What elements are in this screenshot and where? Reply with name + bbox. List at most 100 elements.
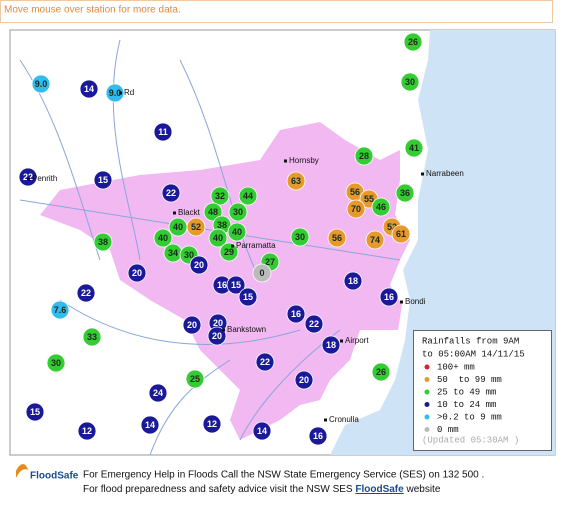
legend-label: 10 to 24 mm [437, 400, 496, 410]
station-dot [202, 414, 222, 434]
station: 11 [153, 122, 173, 142]
station-label: 9.0 [35, 79, 48, 89]
station-label: 20 [213, 318, 223, 328]
station: 22 [161, 183, 181, 203]
station-dot [153, 228, 173, 248]
station-label: 20 [194, 260, 204, 270]
station-label: 26 [408, 37, 418, 47]
legend-items: 100+ mm 50 to 99 mm 25 to 49 mm 10 to 24 mm… [424, 362, 502, 435]
station-label: 30 [405, 77, 415, 87]
station-dot [365, 230, 385, 250]
place-marker [27, 177, 30, 181]
station: 12 [77, 421, 97, 441]
station-label: 27 [265, 257, 275, 267]
station-label: 14 [145, 420, 155, 430]
station-label: 16 [384, 292, 394, 302]
legend-label: 50 to 99 mm [437, 375, 502, 385]
station: 26 [403, 32, 423, 52]
station-dot [252, 263, 272, 283]
station: 16 [286, 304, 306, 324]
station-dot [228, 202, 248, 222]
place-label: Bondi [405, 297, 426, 306]
station-label: 9.0 [109, 88, 122, 98]
station-label: 33 [87, 332, 97, 342]
floodsafe-link[interactable]: FloodSafe [355, 484, 404, 495]
station: 18 [321, 335, 341, 355]
station: 38 [93, 232, 113, 252]
station-dot [343, 271, 363, 291]
station-label: 15 [98, 175, 108, 185]
station-dot [391, 224, 411, 244]
notice: Move mouse over station for more data. [4, 5, 181, 16]
legend-title: Rainfalls from 9AM [422, 336, 519, 346]
station: 34 [163, 243, 183, 263]
station: 20 [189, 255, 209, 275]
footer-line2-prefix: For flood preparedness and safety advice… [83, 484, 355, 495]
station-label: 63 [291, 176, 301, 186]
station-dot [93, 232, 113, 252]
station: 12 [202, 414, 222, 434]
place-label: Cronulla [329, 415, 359, 424]
station: 61 [391, 224, 411, 244]
station-label: 20 [299, 375, 309, 385]
station-label: 30 [184, 250, 194, 260]
station: 22 [255, 352, 275, 372]
station: 28 [354, 146, 374, 166]
station-label: 16 [291, 309, 301, 319]
station-dot [395, 183, 415, 203]
station: 74 [365, 230, 385, 250]
station-dot [290, 227, 310, 247]
station-dot [77, 421, 97, 441]
station-label: 44 [243, 191, 253, 201]
station: 22 [18, 167, 38, 187]
station-dot [238, 287, 258, 307]
station: 20 [207, 326, 227, 346]
legend-subtitle: to 05:00AM 14/11/15 [422, 349, 525, 359]
station-dot [321, 335, 341, 355]
place-marker [173, 211, 176, 215]
place-label: Airport [345, 336, 369, 345]
station-dot [400, 72, 420, 92]
station: 20 [294, 370, 314, 390]
station-dot [82, 327, 102, 347]
legend-dot [424, 364, 430, 370]
station-dot [354, 146, 374, 166]
station-label: 24 [153, 388, 163, 398]
station-label: 20 [212, 331, 222, 341]
station-dot [371, 362, 391, 382]
station-dot [93, 170, 113, 190]
station-label: 14 [84, 84, 94, 94]
station: 15 [93, 170, 113, 190]
station: 15 [226, 275, 246, 295]
station-label: 46 [376, 202, 386, 212]
station-dot [25, 402, 45, 422]
notice-box [0, 0, 553, 23]
logo-text: FloodSafe [30, 471, 79, 482]
place-marker [421, 172, 424, 176]
station-label: 34 [168, 248, 178, 258]
station-dot [186, 217, 206, 237]
station-label: 30 [51, 358, 61, 368]
station-dot [207, 326, 227, 346]
station-label: 16 [217, 280, 227, 290]
station: 44 [238, 186, 258, 206]
station-label: 41 [409, 143, 419, 153]
station-dot [208, 228, 228, 248]
station-dot [50, 300, 70, 320]
station-label: 15 [30, 407, 40, 417]
station-dot [140, 415, 160, 435]
station-label: 18 [326, 340, 336, 350]
place-marker [340, 339, 343, 343]
station: 9.0 [31, 74, 51, 94]
station: 20 [182, 315, 202, 335]
station: 33 [82, 327, 102, 347]
station-label: 40 [213, 233, 223, 243]
station-dot [227, 222, 247, 242]
station: 63 [286, 171, 306, 191]
station-label: 26 [376, 367, 386, 377]
station: 18 [343, 271, 363, 291]
station-label: 74 [370, 235, 380, 245]
station-dot [286, 171, 306, 191]
station-dot [255, 352, 275, 372]
legend-dot [424, 389, 430, 395]
